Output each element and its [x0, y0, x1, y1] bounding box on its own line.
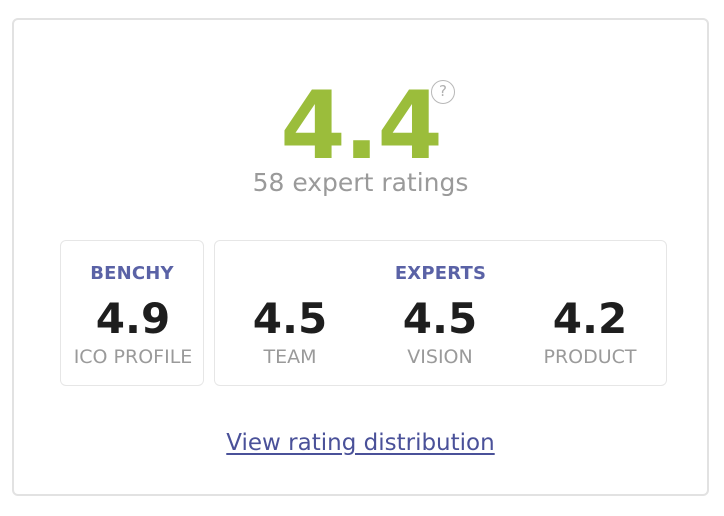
metric-ico-profile: 4.9 ICO PROFILE	[58, 293, 208, 369]
metric-vision: 4.5 VISION	[365, 293, 515, 369]
metric-product: 4.2 PRODUCT	[515, 293, 665, 369]
benchy-title: BENCHY	[90, 263, 174, 284]
question-icon[interactable]: ?	[431, 80, 455, 104]
experts-title: EXPERTS	[394, 263, 487, 284]
rating-distribution-link-row: View rating distribution	[14, 430, 707, 456]
expert-ratings-count: 58 expert ratings	[252, 168, 469, 197]
benchy-box: BENCHY 4.9 ICO PROFILE	[60, 240, 204, 386]
overall-score: 4.4	[280, 72, 443, 181]
metric-label: TEAM	[263, 346, 317, 368]
metric-value: 4.5	[252, 294, 328, 343]
metric-value: 4.5	[402, 294, 478, 343]
experts-box: EXPERTS 4.5 TEAM 4.5 VISION 4.2 PRODUCT	[214, 240, 667, 386]
rating-card: 4.4 ? 58 expert ratings BENCHY 4.9 ICO P…	[12, 18, 709, 496]
metric-value: 4.9	[95, 294, 171, 343]
metric-value: 4.2	[552, 294, 628, 343]
view-rating-distribution-link[interactable]: View rating distribution	[226, 430, 495, 456]
metric-label: PRODUCT	[543, 346, 637, 368]
metric-label: VISION	[407, 346, 473, 368]
overall-score-row: 4.4	[14, 75, 707, 179]
metric-team: 4.5 TEAM	[215, 293, 365, 369]
metric-label: ICO PROFILE	[73, 346, 193, 368]
